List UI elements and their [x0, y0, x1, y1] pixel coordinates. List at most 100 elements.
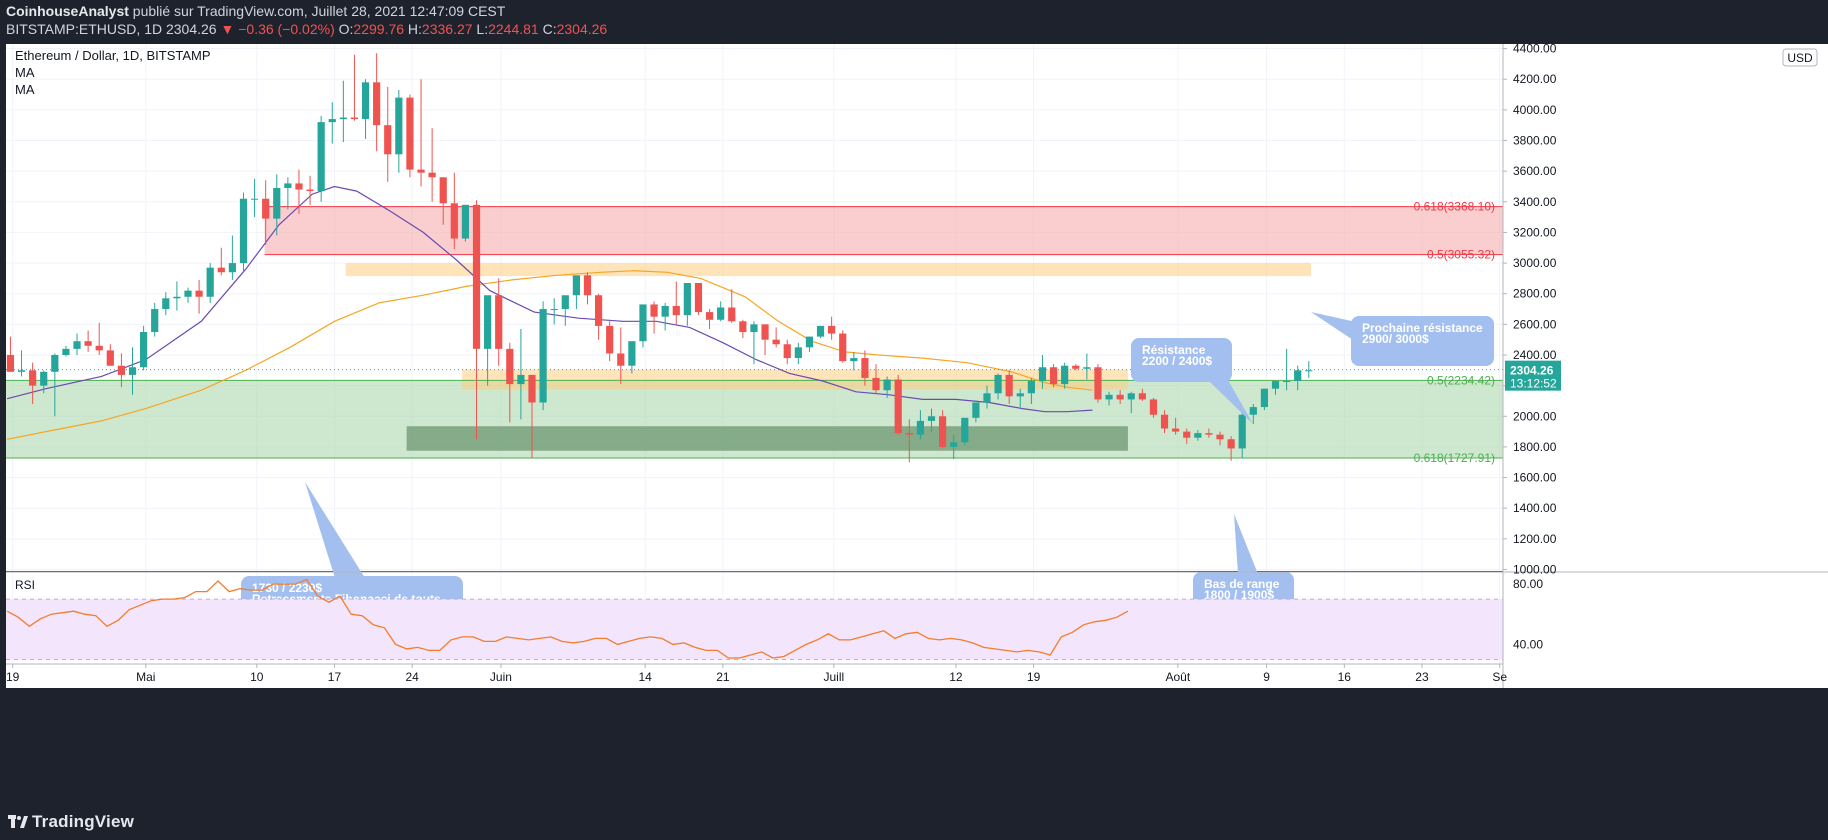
time-tick-label: 14	[639, 670, 653, 684]
tradingview-logo[interactable]: TradingView	[8, 812, 134, 832]
candle-body	[572, 275, 580, 296]
red-fib-zone	[264, 206, 1504, 255]
candle-body	[1260, 388, 1269, 408]
candle	[450, 172, 458, 250]
candle-body	[805, 336, 814, 348]
candle	[861, 350, 869, 386]
candle-body	[761, 324, 769, 340]
candle-body	[528, 374, 536, 403]
chart-header: CoinhouseAnalyst publié sur TradingView.…	[0, 0, 1828, 44]
candle-body	[972, 402, 980, 418]
candle	[1216, 431, 1224, 446]
candle-body	[1172, 428, 1180, 432]
candle	[916, 410, 925, 440]
high-value: 2336.27	[421, 21, 473, 37]
candle-body	[1271, 381, 1280, 389]
time-tick-label: 23	[1415, 670, 1429, 684]
candle	[1116, 390, 1124, 405]
candle	[1127, 391, 1135, 414]
candle-body	[1238, 414, 1246, 449]
candle-body	[273, 188, 281, 219]
candle	[972, 402, 980, 423]
candle-body	[262, 198, 270, 219]
candle	[594, 293, 603, 340]
countdown-label: 13:12:52	[1510, 377, 1557, 391]
candle-body	[617, 353, 625, 366]
rsi-pane: RSI 40.00 80.00	[6, 571, 1828, 660]
candle	[472, 200, 481, 440]
close-value: 2304.26	[556, 21, 608, 37]
candle	[639, 304, 647, 348]
candle	[783, 339, 791, 365]
axes: 1000.00 1200.00 1400.00 1600.00 1800.00 2000.…	[6, 44, 1818, 688]
candle-body	[1072, 365, 1080, 369]
candle-body	[717, 307, 725, 320]
candle-body	[73, 341, 81, 349]
candle-body	[306, 189, 314, 192]
price-tick-label: 1000.00	[1513, 562, 1557, 576]
candle-body	[683, 282, 691, 316]
time-tick-label: Se	[1492, 670, 1507, 684]
fib-level-label: 0.5(3055.32)	[1427, 248, 1495, 262]
candle	[572, 275, 580, 310]
candle-body	[961, 417, 969, 443]
candle-body	[239, 198, 248, 264]
candle-body	[1005, 374, 1013, 397]
candle-body	[506, 348, 514, 385]
candle-body	[1294, 370, 1302, 382]
candle	[728, 289, 736, 323]
candle	[717, 301, 725, 322]
candle	[1105, 391, 1113, 406]
candle-body	[95, 345, 103, 351]
price-chart[interactable]: 0.618(3368.10) 0.5(3055.32) 0.5(2234.42) 0.…	[0, 44, 1828, 804]
range-note-text: Bas de range	[1204, 577, 1280, 591]
candle-body	[151, 309, 159, 333]
candle	[62, 345, 70, 357]
last-price-label: 2304.26	[1510, 364, 1554, 378]
range-note-pointer	[1234, 514, 1258, 574]
candle-body	[1127, 393, 1135, 400]
candle	[772, 327, 780, 348]
candle-body	[517, 374, 525, 385]
candle	[761, 324, 769, 355]
candle	[228, 235, 236, 280]
price-tick-label: 4400.00	[1513, 44, 1557, 56]
candle-body	[1105, 394, 1113, 400]
candle	[1027, 377, 1035, 405]
candle-body	[361, 82, 370, 120]
candle	[506, 342, 514, 423]
candle	[73, 333, 81, 355]
candle	[317, 116, 325, 202]
fib-note-pointer	[305, 482, 365, 578]
candle	[117, 353, 126, 388]
candle	[495, 278, 503, 366]
close-label: C:	[542, 21, 557, 37]
next-resistance-zone	[345, 263, 1312, 277]
candle	[128, 347, 137, 395]
candle	[517, 328, 525, 420]
candle	[373, 53, 381, 152]
price-tick-label: 1400.00	[1513, 501, 1557, 515]
price-tick-label: 4000.00	[1513, 103, 1557, 117]
candle-body	[628, 341, 636, 366]
candle-body	[550, 309, 558, 311]
candle-body	[1160, 414, 1169, 429]
candle-body	[728, 307, 736, 322]
time-tick-label: 16	[1338, 670, 1352, 684]
time-tick-label: 19	[1027, 670, 1041, 684]
currency-badge: USD	[1782, 48, 1818, 67]
open-value: 2299.76	[353, 21, 405, 37]
candle	[195, 279, 203, 314]
resistance-note-text: 2200 / 2400$	[1142, 354, 1212, 368]
candle-body	[994, 374, 1002, 394]
candle-body	[461, 204, 470, 239]
candle-body	[772, 339, 780, 345]
candle	[184, 287, 192, 303]
author-name[interactable]: CoinhouseAnalyst	[6, 3, 129, 19]
candle	[384, 86, 392, 182]
candle-body	[705, 312, 714, 320]
candle-body	[128, 367, 137, 375]
rsi-line	[6, 578, 1129, 659]
